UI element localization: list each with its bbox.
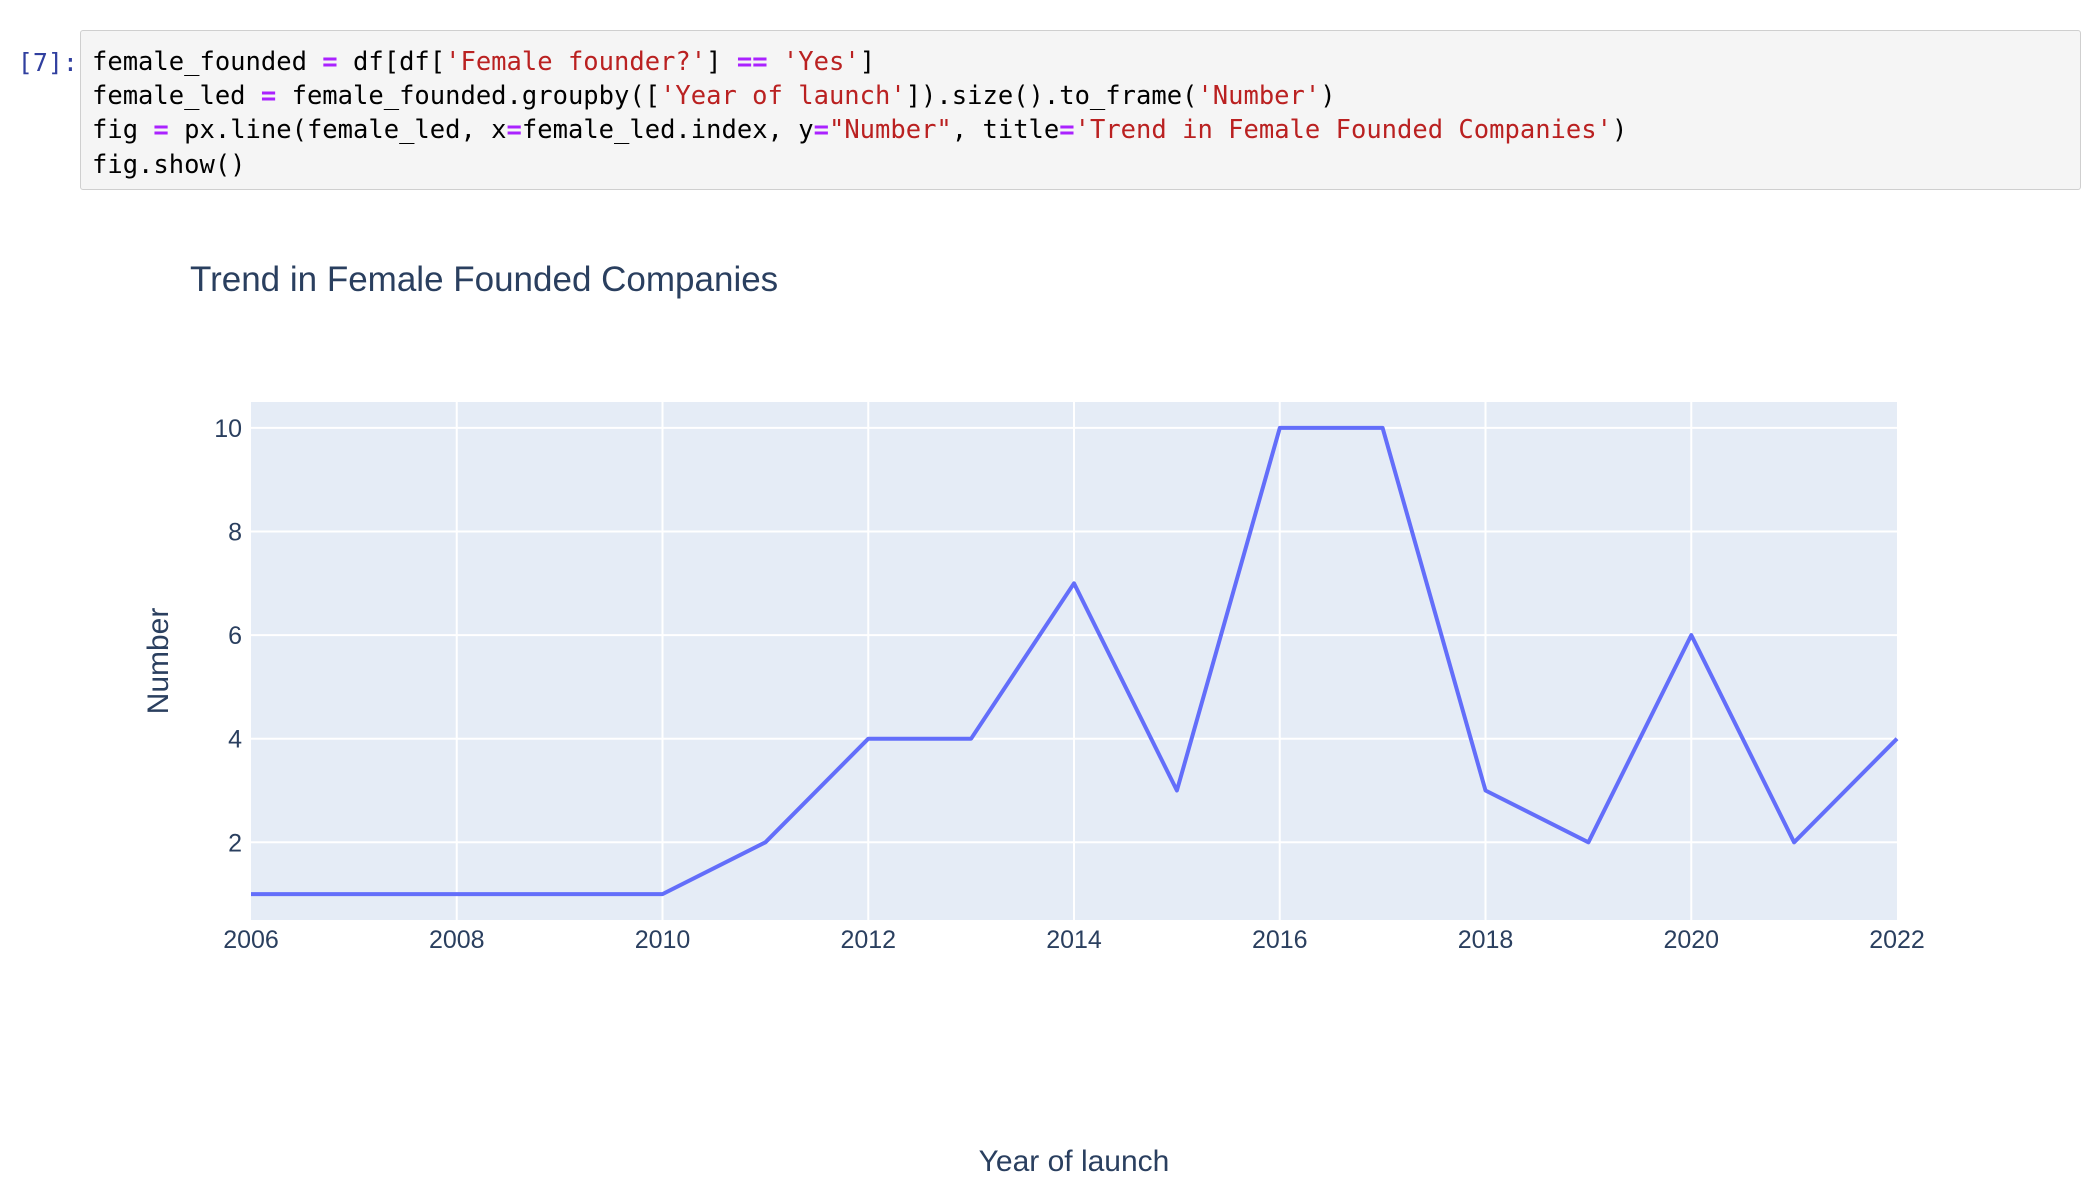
code-token: fig <box>92 115 154 146</box>
code-token: px.line(female_led, x <box>168 115 507 146</box>
code-operator-token: == <box>736 47 768 77</box>
data-point[interactable] <box>1064 573 1084 593</box>
code-token: ) <box>1611 115 1628 146</box>
code-string-token: 'Female founder?' <box>445 47 707 77</box>
code-string-token: 'Yes' <box>782 47 860 77</box>
y-axis-label: Number <box>142 608 175 715</box>
code-operator-token: = <box>813 115 829 146</box>
code-token: female_founded.groupby([ <box>276 81 661 112</box>
code-token: ) <box>1320 81 1336 112</box>
cell-output: Trend in Female Founded Companies 2006 20… <box>0 230 2096 1180</box>
code-operator-token: = <box>506 115 522 146</box>
y-tick-label: 2 <box>228 829 242 857</box>
data-point[interactable] <box>858 729 878 749</box>
x-tick-label: 2020 <box>1663 926 1719 954</box>
y-tick-label: 6 <box>228 622 242 650</box>
x-tick-label: 2006 <box>223 926 279 954</box>
code-token: , title <box>951 115 1060 146</box>
x-tick-label: 2016 <box>1252 926 1308 954</box>
y-tick-label: 4 <box>228 726 242 754</box>
code-cell-input[interactable]: female_founded = df[df['Female founder?'… <box>80 30 2081 190</box>
data-point[interactable] <box>550 884 570 904</box>
x-tick-label: 2022 <box>1869 926 1925 954</box>
data-point[interactable] <box>653 884 673 904</box>
code-line: fig.show() <box>92 150 246 180</box>
code-token <box>768 47 783 77</box>
code-operator-token: = <box>153 115 169 146</box>
code-token: df[df[ <box>337 47 446 77</box>
series-line[interactable] <box>251 425 1899 897</box>
code-token: female_led.index, y <box>521 115 814 146</box>
data-point[interactable] <box>1373 418 1393 438</box>
code-string-token: 'Trend in Female Founded Companies' <box>1074 115 1612 146</box>
data-point[interactable] <box>241 884 261 904</box>
code-token: female_founded <box>92 47 323 77</box>
series-layer <box>241 418 1907 904</box>
x-tick-label: 2014 <box>1046 926 1102 954</box>
code-operator-token: = <box>1059 115 1075 146</box>
data-point[interactable] <box>755 832 775 852</box>
cell-prompt: [7]: <box>17 48 78 77</box>
data-point[interactable] <box>1784 832 1804 852</box>
data-point[interactable] <box>1578 832 1598 852</box>
code-token: ] <box>706 47 737 77</box>
x-tick-label: 2010 <box>635 926 691 954</box>
data-point[interactable] <box>1270 418 1290 438</box>
code-string-token: 'Year of launch' <box>660 81 906 112</box>
code-token: ]).size().to_frame( <box>905 81 1198 112</box>
code-operator-token: = <box>260 81 277 112</box>
data-point[interactable] <box>1681 625 1701 645</box>
data-point[interactable] <box>1476 781 1496 801</box>
x-axis-label: Year of launch <box>979 1145 1170 1178</box>
data-point[interactable] <box>344 884 364 904</box>
code-operator-token: = <box>322 47 338 77</box>
code-line: female_founded = df[df['Female founder?'… <box>92 47 875 77</box>
y-tick-label: 10 <box>214 415 242 443</box>
x-tick-label: 2008 <box>429 926 485 954</box>
gridlines <box>251 402 1897 920</box>
data-point[interactable] <box>961 729 981 749</box>
code-token: ] <box>859 47 876 77</box>
data-point[interactable] <box>1887 729 1907 749</box>
data-point[interactable] <box>447 884 467 904</box>
chart-title: Trend in Female Founded Companies <box>190 260 778 299</box>
tick-labels: 2006 2008 2010 2012 2014 2016 2018 2020 2022 2 4 6 8… <box>214 415 1925 954</box>
code-string-token: 'Number' <box>1197 81 1321 112</box>
data-point[interactable] <box>1167 781 1187 801</box>
x-tick-label: 2012 <box>840 926 896 954</box>
code-line: female_led = female_founded.groupby(['Ye… <box>92 81 1336 111</box>
line-chart[interactable]: Trend in Female Founded Companies 2006 20… <box>0 230 2096 1180</box>
code-line: fig = px.line(female_led, x=female_led.i… <box>92 115 1627 145</box>
y-tick-label: 8 <box>228 519 242 547</box>
code-string-token: "Number" <box>828 115 952 146</box>
code-editor[interactable]: female_founded = df[df['Female founder?'… <box>92 45 1627 182</box>
code-token: fig.show() <box>92 149 246 180</box>
code-token: female_led <box>92 81 261 112</box>
x-tick-label: 2018 <box>1458 926 1514 954</box>
